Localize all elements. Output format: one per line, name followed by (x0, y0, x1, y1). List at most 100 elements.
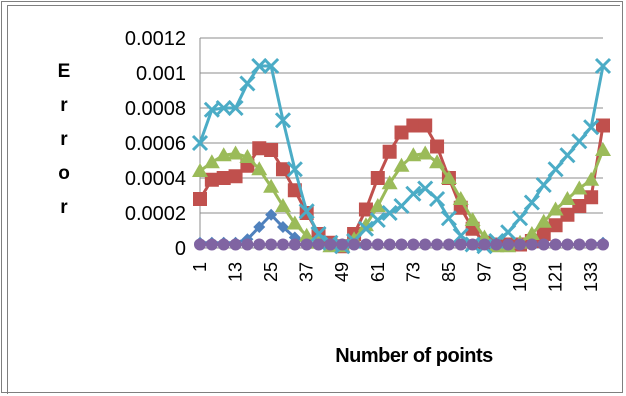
data-point (239, 149, 256, 163)
data-point (252, 141, 267, 156)
chart-inner-frame (7, 5, 620, 394)
x-tick-label: 13 (226, 262, 246, 282)
data-point (418, 118, 433, 133)
data-point (357, 217, 374, 232)
data-point (381, 204, 398, 222)
data-point (394, 125, 409, 140)
data-point (241, 238, 254, 251)
data-point (265, 208, 278, 221)
data-point (359, 238, 372, 251)
data-point (559, 147, 576, 164)
data-point (406, 118, 421, 133)
y-axis-label-letter: r (60, 95, 68, 116)
data-point (274, 198, 291, 212)
y-tick-label: 0.0002 (125, 203, 186, 225)
data-point (419, 238, 432, 251)
data-point (536, 227, 551, 241)
y-axis-label-letter: r (60, 197, 68, 218)
data-point (191, 134, 209, 152)
y-axis-label-letter: E (58, 61, 71, 82)
y-tick-label: 0.0008 (125, 98, 186, 120)
data-point (298, 227, 315, 242)
x-tick-label: 73 (403, 262, 423, 282)
data-point (253, 238, 266, 251)
data-point (227, 99, 244, 117)
data-point (535, 213, 552, 228)
data-point (417, 145, 434, 160)
data-point (405, 185, 422, 202)
data-point (428, 190, 446, 208)
data-point (192, 163, 208, 177)
data-point (228, 169, 243, 184)
data-point (194, 238, 206, 251)
x-tick-label: 37 (297, 262, 317, 282)
data-point (383, 238, 396, 251)
data-point (251, 161, 268, 176)
data-point (382, 144, 397, 159)
data-point (464, 212, 481, 226)
data-point (597, 238, 609, 251)
data-point (573, 238, 586, 251)
data-point (203, 154, 220, 169)
y-tick-labels: 0 0.0002 0.0004 0.0006 0.0008 0.001 0.0012 (125, 28, 186, 260)
data-point (594, 57, 612, 75)
data-point (454, 238, 467, 251)
data-point (263, 178, 280, 193)
data-point (466, 238, 479, 251)
x-tick-label: 121 (546, 262, 566, 292)
y-axis-label-letter: o (58, 163, 70, 184)
data-point (525, 238, 538, 251)
data-point (312, 238, 325, 251)
data-point (537, 238, 550, 251)
data-point (393, 157, 410, 172)
data-point (440, 210, 457, 227)
data-point (583, 171, 600, 186)
data-point (253, 221, 266, 233)
data-point (547, 201, 564, 216)
data-point (585, 238, 598, 251)
data-point (265, 238, 278, 251)
data-point (490, 238, 503, 251)
x-axis-label: Number of points (335, 345, 493, 367)
data-point (336, 238, 349, 251)
data-point (205, 238, 218, 251)
data-point (216, 171, 231, 185)
x-tick-label: 97 (474, 262, 494, 282)
data-point (431, 238, 444, 251)
data-point (548, 218, 563, 233)
data-point (407, 238, 420, 251)
data-point (430, 139, 445, 154)
data-point (583, 119, 600, 136)
data-point (215, 99, 232, 117)
y-tick-label: 0.0004 (125, 168, 186, 190)
x-tick-labels: 1 13 25 37 49 61 73 85 97 109 121 133 (190, 262, 601, 292)
y-tick-label: 0 (175, 238, 186, 260)
x-tick-label: 49 (332, 262, 352, 282)
x-tick-label: 1 (190, 262, 210, 272)
data-point (264, 143, 279, 157)
data-point (584, 190, 599, 205)
data-point (300, 238, 313, 251)
data-point (288, 238, 301, 251)
y-axis-label-letter: r (60, 129, 68, 150)
data-point (204, 172, 219, 187)
x-tick-label: 25 (261, 262, 281, 282)
y-tick-label: 0.0012 (125, 28, 186, 50)
y-tick-label: 0.001 (136, 63, 186, 85)
data-point (595, 142, 611, 156)
x-tick-label: 109 (510, 262, 530, 292)
data-point (275, 162, 290, 177)
data-point (229, 238, 242, 251)
series-circle (194, 238, 609, 251)
data-point (572, 199, 587, 213)
data-point (348, 238, 361, 251)
data-point (369, 198, 386, 212)
data-point (514, 238, 527, 251)
data-point (358, 202, 373, 217)
data-point (549, 238, 562, 251)
data-point (502, 238, 515, 251)
data-point (535, 176, 552, 194)
data-point (298, 203, 315, 220)
